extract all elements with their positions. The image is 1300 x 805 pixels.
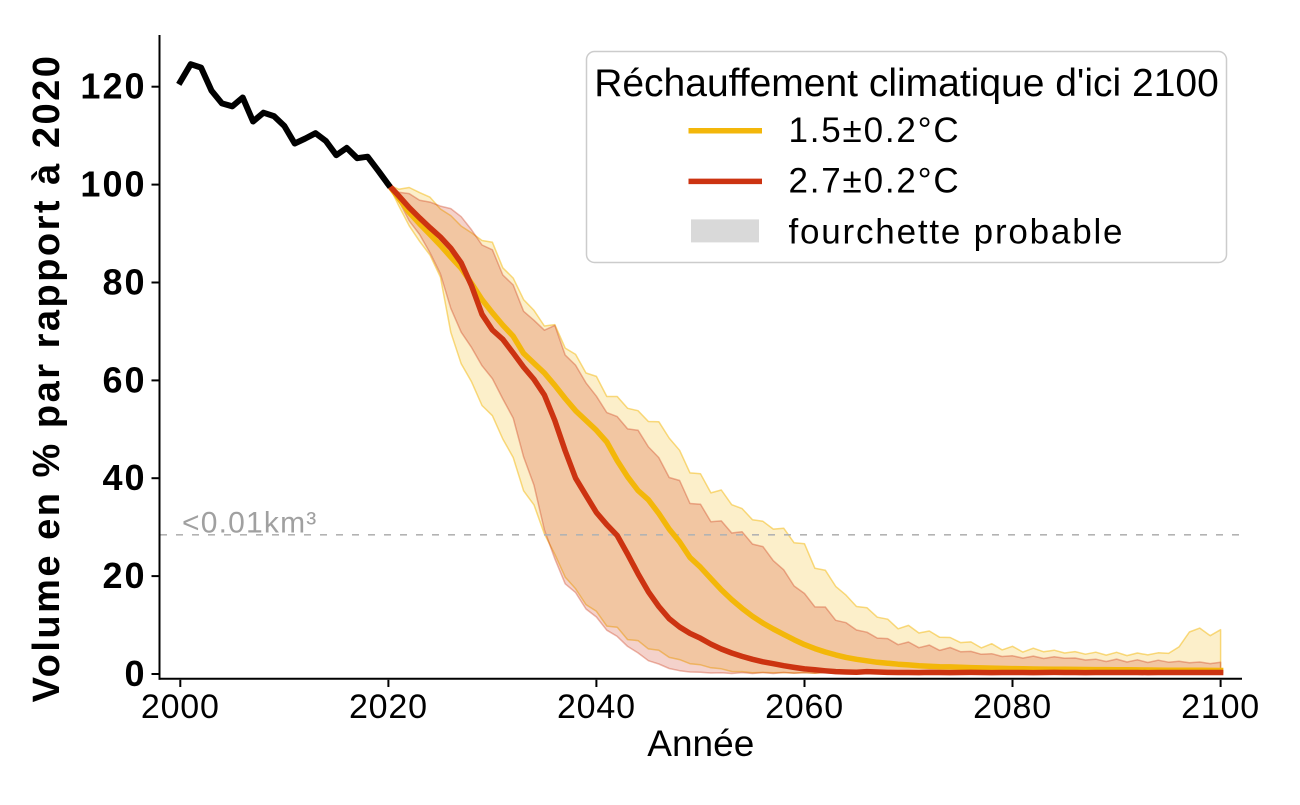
- svg-text:60: 60: [102, 359, 146, 400]
- svg-text:120: 120: [80, 66, 146, 107]
- svg-text:2040: 2040: [557, 688, 636, 726]
- svg-text:100: 100: [80, 164, 146, 205]
- svg-text:80: 80: [102, 262, 146, 303]
- svg-text:1.5±0.2°C: 1.5±0.2°C: [789, 111, 961, 150]
- svg-text:40: 40: [102, 457, 146, 498]
- svg-text:2.7±0.2°C: 2.7±0.2°C: [789, 161, 961, 200]
- svg-text:Année: Année: [647, 723, 754, 764]
- svg-text:fourchette probable: fourchette probable: [789, 212, 1125, 251]
- svg-text:2020: 2020: [349, 688, 428, 726]
- svg-text:2000: 2000: [141, 688, 220, 726]
- svg-text:2060: 2060: [765, 688, 844, 726]
- svg-text:2100: 2100: [1181, 688, 1260, 726]
- svg-text:2080: 2080: [973, 688, 1052, 726]
- svg-text:<0.01km³: <0.01km³: [182, 506, 318, 539]
- svg-text:20: 20: [102, 555, 146, 596]
- svg-text:Volume en % par rapport à 2020: Volume en % par rapport à 2020: [26, 54, 68, 703]
- svg-text:Réchauffement climatique d'ici: Réchauffement climatique d'ici 2100: [594, 62, 1219, 105]
- svg-text:0: 0: [124, 653, 146, 694]
